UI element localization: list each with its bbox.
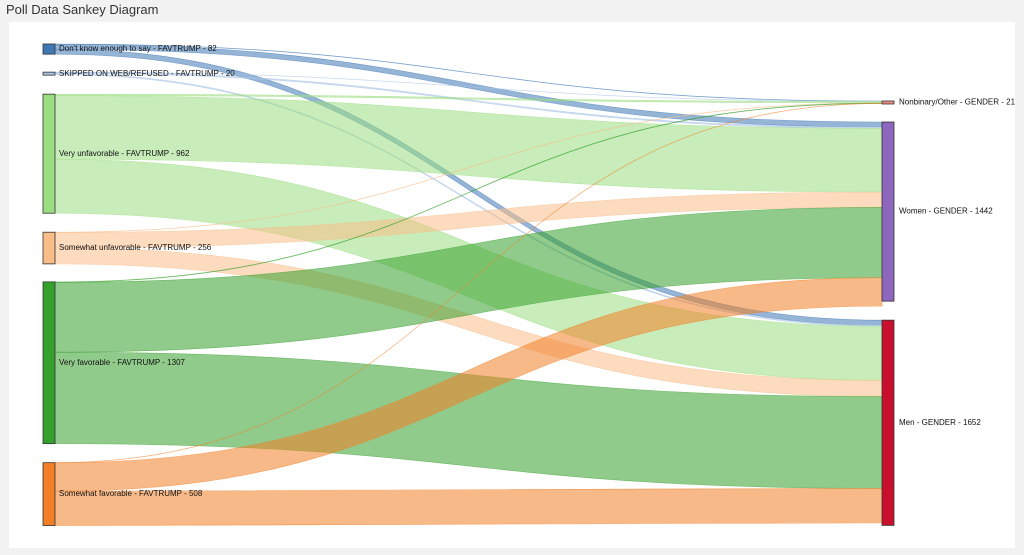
header-bar: Poll Data Sankey Diagram [0,0,1024,20]
page-title: Poll Data Sankey Diagram [6,2,159,17]
sankey-node-label: SKIPPED ON WEB/REFUSED - FAVTRUMP - 20 [59,69,235,78]
sankey-link-sf-to-wo[interactable] [54,277,883,492]
sankey-node-label: Very unfavorable - FAVTRUMP - 962 [59,149,190,158]
sankey-node-label: Somewhat favorable - FAVTRUMP - 508 [59,489,203,498]
sankey-node-su[interactable] [42,231,56,265]
sankey-node-wo[interactable] [881,121,895,302]
sankey-node-vu[interactable] [42,93,56,214]
sankey-node-label: Men - GENDER - 1652 [899,418,981,427]
sankey-node-label: Women - GENDER - 1442 [899,207,993,216]
sankey-links [54,43,883,526]
sankey-node-dk[interactable] [42,43,56,55]
sankey-node-label: Nonbinary/Other - GENDER - 21 [899,98,1016,107]
sankey-nodes [42,43,895,526]
sankey-node-label: Somewhat unfavorable - FAVTRUMP - 256 [59,243,212,252]
sankey-node-sk[interactable] [42,71,56,76]
sankey-node-label: Very favorable - FAVTRUMP - 1307 [59,358,186,367]
sankey-labels: Don't know enough to say - FAVTRUMP - 82… [59,44,1016,498]
sankey-node-label: Don't know enough to say - FAVTRUMP - 82 [59,44,217,53]
sankey-node-mn[interactable] [881,319,895,526]
sankey-node-nb[interactable] [881,100,895,105]
sankey-node-sf[interactable] [42,462,56,526]
sankey-node-vf[interactable] [42,281,56,445]
